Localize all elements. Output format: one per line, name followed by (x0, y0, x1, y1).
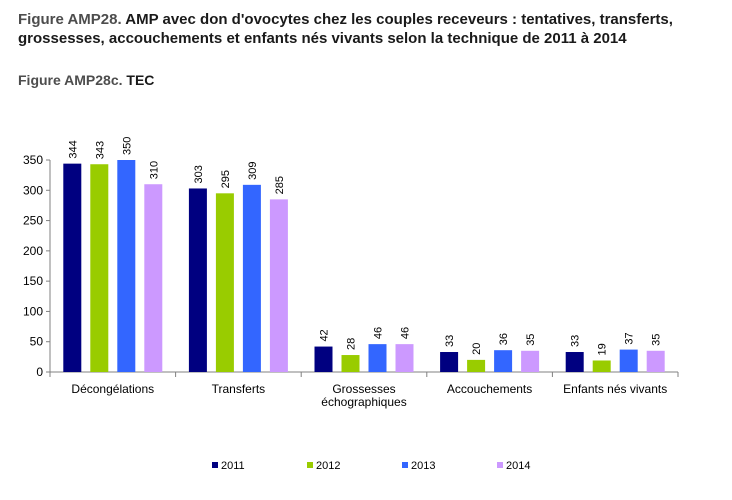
bar-2013 (242, 184, 261, 372)
figure-title: Figure AMP28. AMP avec don d'ovocytes ch… (18, 10, 718, 48)
bar-2014 (646, 350, 665, 372)
legend-label: 2011 (221, 460, 245, 472)
data-label: 343 (94, 141, 106, 159)
bar-2012 (467, 359, 486, 372)
data-label: 42 (319, 329, 331, 341)
bar-2011 (440, 352, 459, 372)
data-label: 33 (570, 335, 582, 347)
y-tick-label: 50 (30, 335, 44, 349)
data-label: 46 (400, 327, 412, 339)
bar-2013 (494, 350, 513, 372)
bar-2013 (619, 349, 638, 372)
data-label: 28 (346, 338, 358, 350)
bar-2011 (188, 188, 207, 372)
data-label: 310 (148, 161, 160, 179)
y-tick-label: 350 (23, 153, 43, 167)
legend-label: 2013 (411, 460, 435, 472)
bar-2012 (90, 164, 109, 372)
y-tick-label: 150 (23, 274, 43, 288)
data-label: 303 (193, 165, 205, 183)
data-label: 35 (651, 334, 663, 346)
data-label: 46 (373, 327, 385, 339)
bar-2012 (215, 193, 234, 372)
y-tick-label: 100 (23, 304, 43, 318)
y-tick-label: 300 (23, 183, 43, 197)
bar-2014 (144, 184, 163, 372)
legend-swatch-2011 (212, 462, 218, 468)
data-label: 344 (67, 140, 79, 158)
category-label: échographiques (321, 395, 406, 409)
figure-title-text: AMP avec don d'ovocytes chez les couples… (18, 11, 673, 47)
bar-2011 (565, 352, 584, 372)
category-label: Enfants nés vivants (563, 382, 667, 396)
legend-swatch-2014 (497, 462, 503, 468)
data-label: 350 (121, 137, 133, 155)
bar-2013 (117, 160, 136, 372)
data-label: 20 (471, 343, 483, 355)
bar-2011 (63, 163, 82, 372)
data-label: 36 (498, 333, 510, 345)
bar-2011 (314, 346, 333, 372)
category-label: Grossesses (332, 382, 395, 396)
data-label: 285 (274, 176, 286, 194)
bar-2014 (269, 199, 288, 372)
data-label: 35 (525, 334, 537, 346)
bar-2014 (395, 344, 414, 372)
data-label: 19 (597, 343, 609, 355)
y-tick-label: 0 (36, 365, 43, 379)
data-label: 309 (247, 161, 259, 179)
y-tick-label: 200 (23, 244, 43, 258)
category-label: Transferts (212, 382, 266, 396)
data-label: 295 (220, 170, 232, 188)
data-label: 33 (444, 335, 456, 347)
category-label: Décongélations (71, 382, 154, 396)
figure-subtitle-text: TEC (126, 72, 155, 88)
bar-2014 (521, 350, 540, 372)
bar-2013 (368, 344, 387, 372)
legend-label: 2014 (506, 460, 530, 472)
bar-2012 (592, 360, 611, 372)
legend-label: 2012 (316, 460, 340, 472)
y-tick-label: 250 (23, 214, 43, 228)
category-label: Accouchements (447, 382, 532, 396)
legend-swatch-2013 (402, 462, 408, 468)
bar-2012 (341, 355, 360, 372)
figure-subtitle: Figure AMP28c. TEC (18, 72, 154, 88)
figure-title-prefix: Figure AMP28. (18, 11, 122, 28)
legend-swatch-2012 (307, 462, 313, 468)
figure-subtitle-prefix: Figure AMP28c. (18, 72, 123, 88)
data-label: 37 (624, 332, 636, 344)
